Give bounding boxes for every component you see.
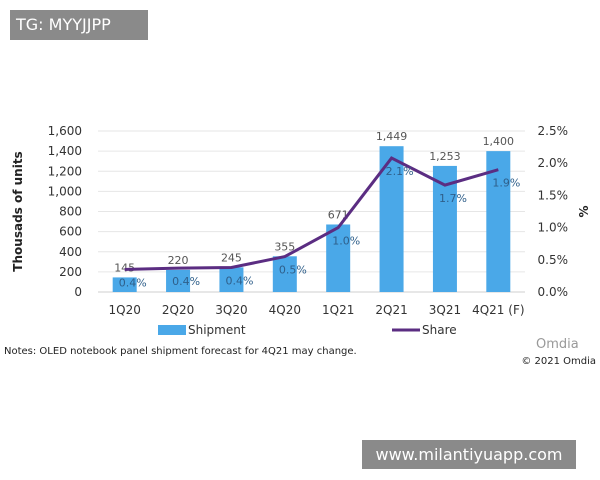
share-line: [124, 156, 499, 271]
watermark-bottom-right: www.milantiyuapp.com: [362, 440, 576, 469]
x-tick-label: 1Q20: [109, 303, 141, 317]
y-tick-label: 600: [59, 225, 82, 239]
x-tick-label: 2Q21: [375, 303, 407, 317]
line-data-label: 0.4%: [119, 276, 147, 289]
y2-tick-label: 2.5%: [538, 124, 569, 138]
y2-tick-label: 0.0%: [538, 285, 569, 299]
y-tick-label: 400: [59, 245, 82, 259]
bar-data-label: 1,400: [483, 135, 515, 148]
y2-tick-label: 1.0%: [538, 221, 569, 235]
bar-data-label: 1,449: [376, 130, 408, 143]
chart-note: Notes: OLED notebook panel shipment fore…: [4, 346, 357, 357]
y-tick-label: 800: [59, 205, 82, 219]
bar-data-label: 220: [168, 254, 189, 267]
bar-data-label: 355: [274, 240, 295, 253]
line-data-label: 1.9%: [492, 177, 520, 190]
x-tick-label: 4Q21 (F): [472, 303, 524, 317]
legend-swatch-shipment: [158, 325, 186, 335]
bar-data-label: 245: [221, 251, 242, 264]
legend-label-share: Share: [422, 323, 457, 337]
copyright: © 2021 Omdia: [521, 356, 596, 367]
y-tick-label: 200: [59, 265, 82, 279]
bar-2Q20: [166, 269, 191, 292]
y2-tick-label: 0.5%: [538, 253, 569, 267]
x-tick-label: 4Q20: [269, 303, 301, 317]
x-tick-label: 3Q21: [429, 303, 461, 317]
line-data-label: 0.4%: [225, 275, 253, 288]
x-tick-label: 2Q20: [162, 303, 194, 317]
y2-axis-title: %: [577, 205, 591, 217]
y-tick-label: 1,200: [48, 164, 82, 178]
line-data-label: 0.5%: [279, 264, 307, 277]
y-tick-label: 1,600: [48, 124, 82, 138]
watermark-top-left: TG: MYYJJPP: [10, 10, 148, 40]
line-data-label: 1.0%: [332, 235, 360, 248]
bar-1Q20: [112, 277, 137, 292]
y-tick-label: 1,400: [48, 144, 82, 158]
y2-tick-label: 1.5%: [538, 188, 569, 202]
y-tick-label: 0: [74, 285, 82, 299]
bar-3Q20: [219, 267, 244, 292]
y-tick-label: 1,000: [48, 184, 82, 198]
line-data-label: 0.4%: [172, 275, 200, 288]
bar-data-label: 145: [114, 261, 135, 274]
bar-1Q21: [326, 224, 351, 292]
x-tick-label: 1Q21: [322, 303, 354, 317]
y2-tick-label: 2.0%: [538, 156, 569, 170]
bar-4Q21 (F): [486, 151, 511, 292]
bar-data-label: 671: [328, 208, 349, 221]
line-data-label: 1.7%: [439, 192, 467, 205]
source-logo: Omdia: [536, 337, 579, 352]
line-data-label: 2.1%: [386, 165, 414, 178]
bar-3Q21: [432, 165, 457, 292]
y-axis-title: Thousads of units: [11, 151, 25, 271]
legend-label-shipment: Shipment: [188, 323, 246, 337]
bar-data-label: 1,253: [429, 150, 461, 163]
bar-4Q20: [272, 256, 297, 292]
x-tick-label: 3Q20: [215, 303, 247, 317]
